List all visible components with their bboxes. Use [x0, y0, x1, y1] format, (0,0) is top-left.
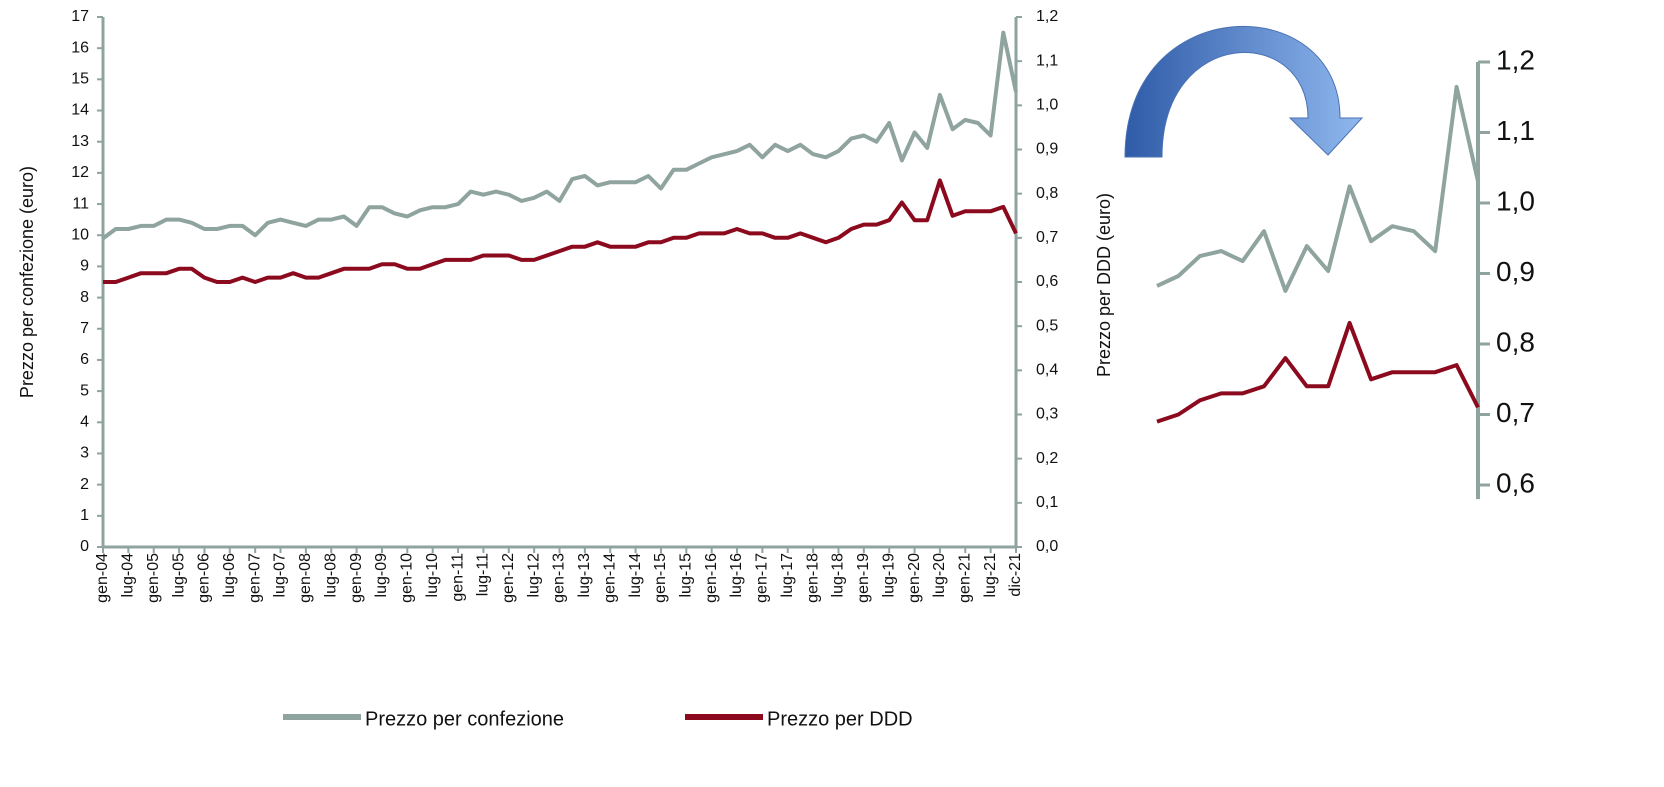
series-line	[103, 178, 1018, 284]
inset-tick-label: 1,1	[1496, 115, 1535, 146]
x-tick-label: lug-18	[830, 553, 847, 598]
y-tick-label: 13	[71, 133, 89, 150]
inset-tick-label: 1,0	[1496, 185, 1535, 216]
y-tick-label: 2	[80, 476, 89, 493]
x-tick-label: gen-06	[196, 553, 213, 603]
x-tick-label: lug-13	[576, 553, 593, 598]
y2-tick-label: 1,2	[1036, 8, 1058, 25]
y-tick-label: 3	[80, 445, 89, 462]
inset-tick-label: 0,9	[1496, 256, 1535, 287]
y2-tick-label: 0,3	[1036, 406, 1058, 423]
y-tick-label: 4	[80, 414, 89, 431]
x-tick-label: lug-04	[120, 553, 137, 598]
inset-series-line	[1156, 320, 1480, 424]
y-axis-label: Prezzo per confezione (euro)	[17, 166, 37, 398]
y2-tick-label: 0,1	[1036, 494, 1058, 511]
y-tick-label: 17	[71, 8, 89, 25]
y2-tick-label: 0,0	[1036, 538, 1058, 555]
y-tick-label: 6	[80, 351, 89, 368]
x-tick-label: lug-12	[525, 553, 542, 598]
x-tick-label: lug-08	[322, 553, 339, 598]
y-tick-label: 0	[80, 538, 89, 555]
y2-tick-label: 1,0	[1036, 97, 1058, 114]
legend-label: Prezzo per confezione	[365, 708, 564, 730]
y-tick-label: 12	[71, 164, 89, 181]
x-tick-label: gen-16	[703, 553, 720, 603]
x-tick-label: gen-08	[297, 553, 314, 603]
legend-label: Prezzo per DDD	[767, 708, 913, 730]
x-tick-label: lug-20	[931, 553, 948, 598]
x-tick-label: gen-12	[500, 553, 517, 603]
x-tick-label: lug-10	[424, 553, 441, 598]
inset-y-axis-label: Prezzo per DDD (euro)	[1094, 193, 1114, 377]
x-tick-label: gen-17	[754, 553, 771, 603]
x-tick-label: gen-13	[551, 553, 568, 603]
x-tick-label: gen-15	[652, 553, 669, 603]
y2-tick-label: 0,2	[1036, 450, 1058, 467]
x-tick-label: gen-07	[246, 553, 263, 603]
y-tick-label: 9	[80, 258, 89, 275]
y2-tick-label: 0,5	[1036, 317, 1058, 334]
y-tick-label: 11	[72, 195, 89, 212]
inset-tick-label: 0,6	[1496, 467, 1535, 498]
y-tick-label: 7	[80, 320, 89, 337]
inset-tick-label: 1,2	[1496, 44, 1535, 75]
x-tick-label: lug-05	[170, 553, 187, 598]
y2-tick-label: 0,8	[1036, 185, 1058, 202]
y-tick-label: 16	[71, 39, 89, 56]
x-tick-label: gen-20	[906, 553, 923, 603]
x-tick-label: gen-04	[94, 553, 111, 603]
y-tick-label: 5	[80, 382, 89, 399]
x-tick-label: gen-18	[804, 553, 821, 603]
inset-series-line	[1156, 84, 1480, 293]
y2-tick-label: 0,6	[1036, 273, 1058, 290]
x-tick-label: lug-14	[627, 553, 644, 598]
x-tick-label: gen-19	[855, 553, 872, 603]
x-tick-label: lug-16	[728, 553, 745, 598]
x-tick-label: lug-06	[221, 553, 238, 598]
x-tick-label: gen-10	[399, 553, 416, 603]
zoom-arrow	[1124, 25, 1364, 158]
y-tick-label: 8	[80, 289, 89, 306]
y-tick-label: 15	[71, 71, 89, 88]
x-tick-label: lug-11	[475, 553, 492, 596]
y2-tick-label: 0,4	[1036, 362, 1058, 379]
inset-tick-label: 0,7	[1496, 397, 1535, 428]
x-tick-label: gen-21	[956, 553, 973, 603]
x-tick-label: lug-17	[779, 553, 796, 598]
x-tick-label: dic-21	[1007, 553, 1024, 597]
x-tick-label: gen-14	[601, 553, 618, 603]
x-tick-label: lug-19	[880, 553, 897, 598]
y2-tick-label: 0,9	[1036, 141, 1058, 158]
x-tick-label: lug-09	[373, 553, 390, 598]
y2-tick-label: 1,1	[1036, 52, 1058, 69]
x-tick-label: gen-11	[449, 553, 466, 602]
x-tick-label: lug-21	[982, 553, 999, 598]
y-tick-label: 10	[71, 226, 89, 243]
inset-tick-label: 0,8	[1496, 326, 1535, 357]
x-tick-label: lug-15	[678, 553, 695, 598]
x-tick-label: gen-09	[348, 553, 365, 603]
y-tick-label: 14	[71, 102, 89, 119]
y-tick-label: 1	[80, 507, 89, 524]
x-tick-label: gen-05	[145, 553, 162, 603]
series-line	[101, 30, 1018, 241]
x-tick-label: lug-07	[272, 553, 289, 598]
y2-tick-label: 0,7	[1036, 229, 1058, 246]
